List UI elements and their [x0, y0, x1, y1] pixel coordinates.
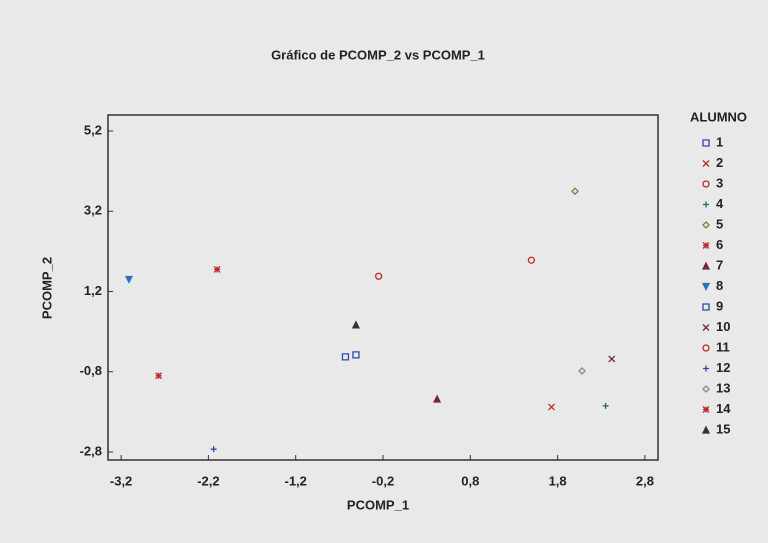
y-tick-label: 1,2	[84, 283, 102, 298]
legend-label: 2	[716, 155, 723, 170]
legend-marker	[702, 324, 710, 331]
y-axis-label: PCOMP_2	[39, 257, 54, 319]
legend-marker	[702, 180, 710, 188]
x-tick-label: 2,8	[636, 473, 654, 488]
y-tick-label: 3,2	[84, 203, 102, 218]
legend-label: 9	[716, 298, 723, 313]
legend-marker	[703, 201, 709, 208]
x-tick-label: -3,2	[110, 473, 132, 488]
point	[351, 320, 360, 329]
legend-marker	[701, 261, 711, 270]
legend-marker	[701, 282, 711, 291]
point	[210, 446, 217, 453]
legend-marker	[702, 139, 710, 147]
legend-label: 8	[716, 278, 723, 293]
x-tick-label: 1,8	[549, 473, 567, 488]
x-tick-label: -0,2	[372, 473, 394, 488]
legend-label: 15	[716, 421, 730, 436]
legend-marker	[703, 365, 709, 372]
point	[571, 187, 579, 196]
legend-marker	[702, 160, 710, 167]
legend-label: 1	[716, 134, 723, 149]
y-tick-label: -2,8	[80, 443, 102, 458]
chart-title: Gráfico de PCOMP_2 vs PCOMP_1	[271, 47, 485, 62]
legend-label: 7	[716, 257, 723, 272]
legend-label: 6	[716, 237, 723, 252]
legend-label: 12	[716, 360, 730, 375]
legend-marker	[702, 406, 710, 413]
legend-title: ALUMNO	[690, 109, 747, 124]
legend-marker	[702, 344, 710, 352]
legend-marker	[702, 303, 710, 311]
x-tick-label: -2,2	[197, 473, 219, 488]
legend-marker	[702, 221, 710, 229]
legend-label: 4	[716, 196, 724, 211]
x-tick-label: -1,2	[284, 473, 306, 488]
point	[374, 272, 383, 280]
y-tick-label: 5,2	[84, 122, 102, 137]
legend-label: 14	[716, 401, 731, 416]
legend-label: 11	[716, 339, 730, 354]
legend-marker	[702, 242, 710, 249]
point	[548, 403, 555, 411]
legend-label: 10	[716, 319, 730, 334]
point	[155, 372, 163, 380]
x-tick-label: 0,8	[461, 473, 479, 488]
point	[527, 256, 536, 264]
legend-marker	[701, 425, 711, 434]
point	[352, 351, 360, 359]
legend-label: 5	[716, 216, 723, 231]
point	[602, 402, 609, 409]
point	[578, 367, 586, 375]
y-tick-label: -0,8	[80, 363, 102, 378]
legend-label: 13	[716, 380, 730, 395]
point	[433, 394, 442, 403]
point	[124, 275, 134, 284]
point	[341, 353, 350, 361]
point	[608, 355, 616, 363]
legend-marker	[702, 385, 710, 393]
legend-label: 3	[716, 175, 723, 190]
x-axis-label: PCOMP_1	[347, 497, 409, 512]
point	[213, 265, 221, 273]
